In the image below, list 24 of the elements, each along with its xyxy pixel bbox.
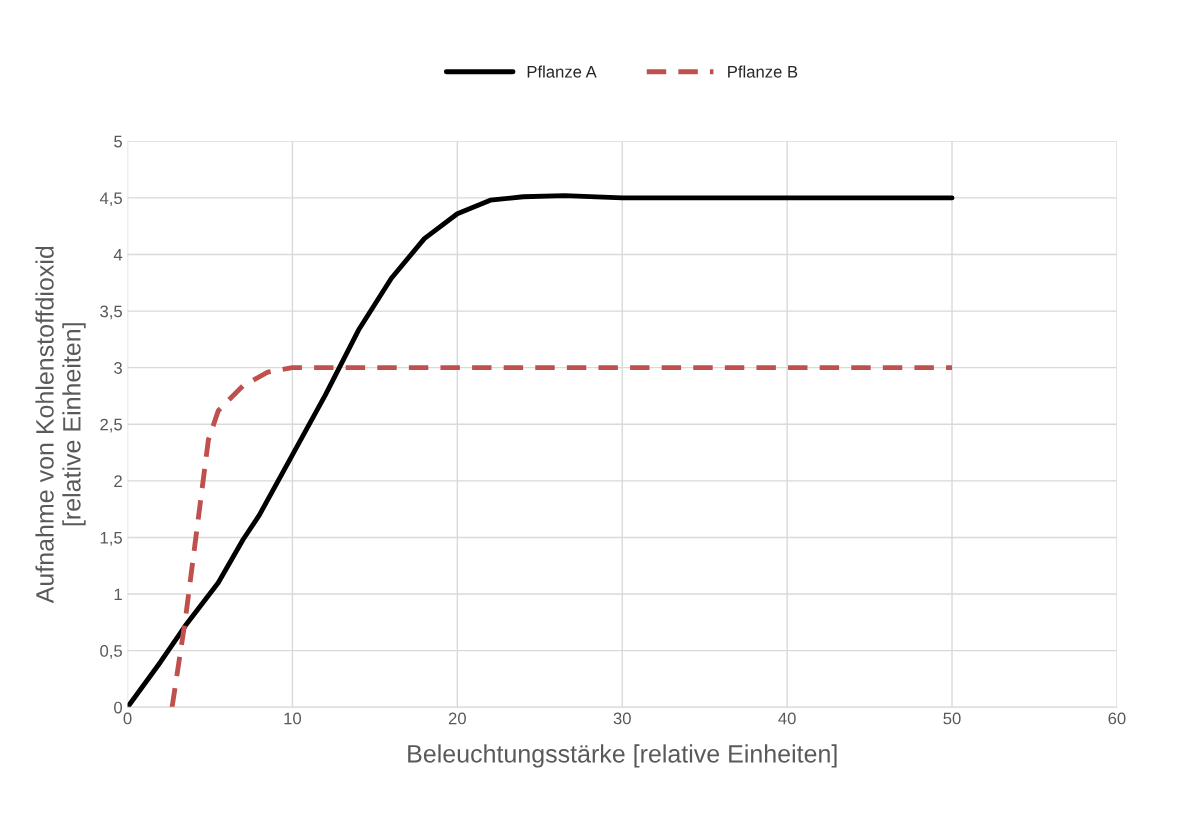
y-tick-label: 1 [114, 588, 122, 601]
x-tick-label: 30 [613, 712, 631, 725]
y-tick-label: 2,5 [100, 418, 122, 433]
line-series [169, 365, 955, 708]
y-tick-label: 4,5 [99, 192, 122, 207]
x-axis-title: Beleuchtungsstärke [relative Einheiten] [408, 744, 837, 768]
x-tick-label: 50 [943, 712, 961, 725]
y-tick-label: 3 [114, 362, 122, 374]
legend-label: Pflanze B [728, 65, 798, 78]
y-tick-label: 0,5 [100, 645, 122, 659]
x-tick-label: 20 [448, 712, 466, 725]
y-tick-label: 5 [114, 135, 122, 148]
line-series [127, 193, 955, 708]
y-tick-label: 3,5 [100, 305, 122, 320]
legend-label: Pflanze A [527, 65, 597, 78]
y-tick-label: 4 [113, 249, 123, 261]
x-tick-label: 40 [778, 712, 796, 725]
x-tick-label: 10 [284, 712, 302, 725]
x-tick-label: 0 [123, 712, 132, 725]
y-tick-label: 0 [114, 701, 123, 714]
y-tick-label: 1,5 [100, 532, 122, 546]
y-axis-title: Aufnahme von Kohlenstoffdioxid [relative Einheiten] [35, 246, 86, 604]
y-tick-label: 2 [114, 475, 122, 487]
x-tick-label: 60 [1108, 712, 1126, 725]
